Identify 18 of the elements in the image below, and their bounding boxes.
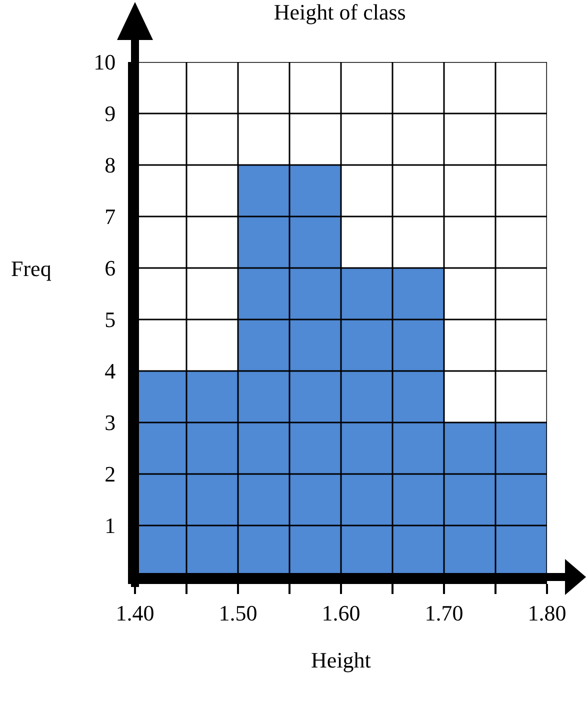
y-tick-label: 7 bbox=[104, 204, 116, 230]
y-tick-label: 5 bbox=[104, 307, 116, 332]
y-tick-label: 8 bbox=[104, 152, 116, 178]
x-axis-title: Height bbox=[311, 647, 371, 672]
y-axis-title: Freq bbox=[11, 256, 52, 281]
x-tick-label: 1.80 bbox=[528, 600, 566, 626]
y-tick-label: 9 bbox=[104, 101, 116, 126]
x-tick-label: 1.40 bbox=[116, 600, 154, 626]
x-tick-label: 1.70 bbox=[424, 600, 464, 626]
x-tick-label: 1.60 bbox=[322, 600, 360, 626]
y-tick-label: 6 bbox=[104, 256, 116, 281]
x-tick-label: 1.50 bbox=[218, 600, 258, 626]
y-tick-label: 4 bbox=[104, 358, 116, 384]
chart-title: Height of class bbox=[274, 0, 406, 24]
y-tick-label: 1 bbox=[104, 513, 116, 538]
y-tick-label: 10 bbox=[94, 50, 116, 75]
y-tick-label: 2 bbox=[104, 462, 116, 487]
y-tick-label: 3 bbox=[104, 410, 116, 436]
